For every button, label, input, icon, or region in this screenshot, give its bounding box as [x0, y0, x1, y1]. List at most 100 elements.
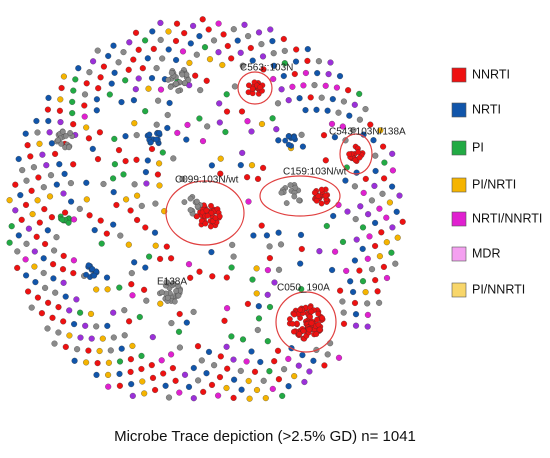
- node: [308, 320, 315, 327]
- node: [224, 365, 231, 372]
- legend-swatch: [451, 246, 467, 262]
- node: [362, 106, 369, 113]
- node: [237, 162, 244, 169]
- node: [18, 216, 25, 223]
- node: [322, 192, 329, 199]
- node: [379, 190, 386, 197]
- node: [231, 376, 238, 383]
- node: [315, 321, 322, 328]
- node: [366, 233, 373, 240]
- node: [70, 257, 77, 264]
- node: [359, 245, 366, 252]
- node: [274, 100, 282, 107]
- node: [313, 197, 320, 204]
- node: [327, 340, 334, 347]
- node: [110, 221, 117, 228]
- node: [190, 364, 197, 372]
- node: [323, 222, 330, 230]
- node: [36, 219, 43, 226]
- node: [271, 358, 278, 365]
- node: [376, 299, 383, 306]
- node: [142, 224, 149, 231]
- node: [171, 298, 178, 305]
- node: [318, 200, 325, 207]
- node: [85, 135, 92, 142]
- node: [257, 358, 264, 366]
- node: [282, 137, 289, 144]
- node: [157, 19, 164, 26]
- node: [56, 161, 63, 168]
- node: [25, 288, 32, 295]
- node: [318, 94, 325, 101]
- node: [39, 151, 46, 158]
- node: [380, 143, 387, 150]
- node: [105, 383, 112, 390]
- node: [183, 319, 190, 326]
- node: [285, 383, 292, 390]
- node: [376, 253, 383, 260]
- node: [237, 367, 244, 374]
- node: [266, 303, 274, 311]
- node: [81, 113, 88, 120]
- node: [216, 213, 223, 220]
- node: [181, 371, 189, 378]
- node: [110, 309, 117, 316]
- node: [219, 61, 226, 69]
- node: [107, 347, 114, 354]
- node: [104, 322, 111, 329]
- node: [322, 157, 329, 164]
- node: [217, 170, 224, 177]
- node: [116, 358, 124, 365]
- node: [332, 248, 339, 255]
- node: [146, 131, 153, 138]
- node: [352, 216, 359, 223]
- node: [65, 220, 72, 226]
- node: [28, 304, 35, 311]
- node: [372, 219, 379, 226]
- node: [347, 278, 354, 285]
- node: [181, 30, 188, 37]
- legend-label: PI/NRTI: [472, 177, 516, 191]
- node: [168, 70, 175, 76]
- node: [367, 121, 374, 128]
- node: [61, 170, 68, 177]
- node: [85, 347, 92, 354]
- node: [168, 320, 175, 327]
- node: [190, 22, 197, 29]
- node: [228, 333, 235, 340]
- node: [136, 313, 143, 321]
- node: [125, 66, 132, 73]
- node: [381, 175, 388, 182]
- node: [186, 59, 193, 66]
- node: [275, 266, 283, 273]
- node: [48, 214, 55, 221]
- node: [230, 253, 237, 260]
- node: [285, 133, 292, 140]
- node: [266, 243, 273, 250]
- node: [383, 274, 391, 282]
- node: [62, 343, 69, 350]
- caption: Microbe Trace depiction (>2.5% GD) n= 10…: [114, 428, 416, 445]
- node: [86, 212, 93, 219]
- node: [238, 386, 245, 393]
- node: [44, 106, 51, 113]
- node: [91, 227, 98, 234]
- node: [263, 232, 270, 239]
- node: [123, 196, 130, 203]
- node: [81, 91, 89, 98]
- node: [287, 182, 294, 188]
- node: [173, 288, 179, 294]
- node: [238, 108, 246, 115]
- node: [389, 183, 396, 190]
- node: [93, 286, 100, 293]
- node: [203, 207, 210, 214]
- node: [133, 156, 140, 163]
- node: [70, 216, 78, 223]
- node: [110, 42, 117, 49]
- node: [247, 44, 254, 52]
- node: [126, 39, 133, 46]
- node: [278, 86, 285, 93]
- node: [184, 121, 191, 128]
- node: [72, 76, 79, 83]
- node: [393, 208, 400, 215]
